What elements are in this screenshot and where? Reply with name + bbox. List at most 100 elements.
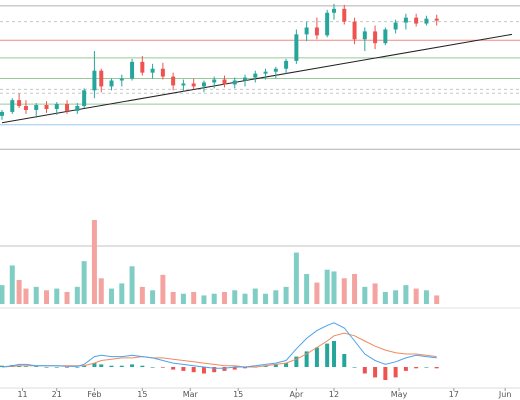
candle-body-7 <box>65 104 70 111</box>
macd-histogram-bar-21 <box>201 367 206 374</box>
macd-histogram-bar-34 <box>332 341 337 367</box>
volume-bar-25 <box>242 293 248 304</box>
candle-body-35 <box>342 8 347 22</box>
candle-body-30 <box>294 34 299 61</box>
macd-layer <box>0 322 439 380</box>
volume-bar-22 <box>211 293 217 304</box>
candle-body-21 <box>201 82 206 87</box>
candle-body-41 <box>403 17 408 23</box>
volume-bar-38 <box>372 283 378 304</box>
volume-bar-23 <box>221 292 227 304</box>
macd-histogram-bar-23 <box>222 367 227 371</box>
volume-bar-15 <box>139 286 145 304</box>
candle-body-42 <box>414 17 419 24</box>
candle-body-17 <box>160 68 165 77</box>
volume-bar-1 <box>9 265 15 304</box>
volume-bar-42 <box>413 288 419 304</box>
candle-body-1 <box>10 100 15 112</box>
volume-bar-7 <box>64 292 70 304</box>
macd-histogram-bar-13 <box>119 365 124 367</box>
macd-histogram-bar-20 <box>191 367 196 373</box>
macd-histogram-bar-17 <box>160 367 165 368</box>
candle-body-19 <box>181 83 186 86</box>
macd-histogram-bar-8 <box>75 367 80 368</box>
volume-bar-32 <box>314 282 320 304</box>
trendline <box>1 33 513 124</box>
candle-body-36 <box>352 21 357 40</box>
x-tick-label-3: 15 <box>137 390 147 399</box>
macd-histogram-bar-2 <box>17 365 22 367</box>
macd-histogram-bar-40 <box>393 367 398 378</box>
x-tick-label-7: 12 <box>329 390 339 399</box>
volume-bar-41 <box>403 285 409 304</box>
candle-body-11 <box>99 70 104 87</box>
candle-body-2 <box>17 100 22 107</box>
candle-body-37 <box>362 31 367 40</box>
volume-bar-34 <box>331 271 337 304</box>
volume-bar-18 <box>170 292 176 304</box>
macd-histogram-bar-7 <box>65 367 70 368</box>
macd-histogram-bar-27 <box>263 365 268 367</box>
trendline-layer <box>1 33 513 124</box>
volume-bar-27 <box>263 293 269 304</box>
macd-histogram-bar-4 <box>34 366 39 367</box>
x-tick-label-2: Feb <box>87 390 101 399</box>
candle-body-18 <box>171 76 176 86</box>
volume-bar-43 <box>423 290 429 304</box>
candle-body-40 <box>393 22 398 30</box>
volume-bar-3 <box>23 288 29 304</box>
volume-bar-24 <box>232 290 238 304</box>
macd-histogram-bar-37 <box>362 367 367 374</box>
volume-bar-20 <box>191 292 197 304</box>
macd-histogram-bar-19 <box>181 367 186 371</box>
x-tick-label-8: May <box>391 390 408 399</box>
volume-bar-0 <box>0 285 5 304</box>
macd-histogram-bar-42 <box>414 367 419 369</box>
macd-histogram-bar-29 <box>284 363 289 367</box>
candle-body-5 <box>44 105 49 109</box>
macd-line <box>1 322 437 369</box>
volume-bar-29 <box>283 286 289 304</box>
volume-bar-11 <box>98 278 104 304</box>
macd-histogram-bar-3 <box>23 366 28 367</box>
candle-body-0 <box>0 111 4 116</box>
x-tick-label-1: 21 <box>52 390 62 399</box>
candle-body-22 <box>212 79 217 83</box>
macd-histogram-bar-5 <box>44 367 49 368</box>
macd-histogram-bar-39 <box>383 367 388 380</box>
macd-histogram-bar-31 <box>304 351 309 367</box>
macd-histogram-bar-44 <box>434 367 439 369</box>
x-tick-label-4: Mar <box>183 390 199 399</box>
candle-body-29 <box>284 60 289 69</box>
candles-layer <box>0 3 439 120</box>
candle-body-12 <box>109 80 114 87</box>
candle-body-15 <box>140 61 145 73</box>
volume-bar-12 <box>109 288 115 304</box>
macd-histogram-bar-38 <box>373 367 378 378</box>
macd-histogram-bar-25 <box>243 367 248 369</box>
candle-body-44 <box>434 18 439 21</box>
horizontal-levels <box>0 5 520 150</box>
macd-histogram-bar-28 <box>273 364 278 367</box>
volume-bar-9 <box>81 261 87 304</box>
candle-body-8 <box>75 106 80 111</box>
volume-bar-36 <box>352 274 358 304</box>
candle-body-43 <box>424 18 429 24</box>
volume-bar-21 <box>201 295 207 304</box>
candle-body-16 <box>150 68 155 73</box>
macd-histogram-bar-33 <box>325 343 330 367</box>
volume-bar-4 <box>33 286 39 304</box>
candle-body-33 <box>325 12 330 36</box>
x-tick-label-6: Apr <box>289 390 304 399</box>
candle-body-9 <box>82 90 87 107</box>
candle-body-24 <box>232 80 237 85</box>
macd-histogram-bar-0 <box>0 365 4 367</box>
volume-bar-6 <box>54 288 60 304</box>
macd-histogram-bar-15 <box>140 365 145 367</box>
candle-body-38 <box>373 31 378 44</box>
candle-body-6 <box>54 104 59 109</box>
volume-layer <box>0 220 440 304</box>
candle-body-32 <box>314 27 319 36</box>
candle-body-26 <box>253 73 258 78</box>
